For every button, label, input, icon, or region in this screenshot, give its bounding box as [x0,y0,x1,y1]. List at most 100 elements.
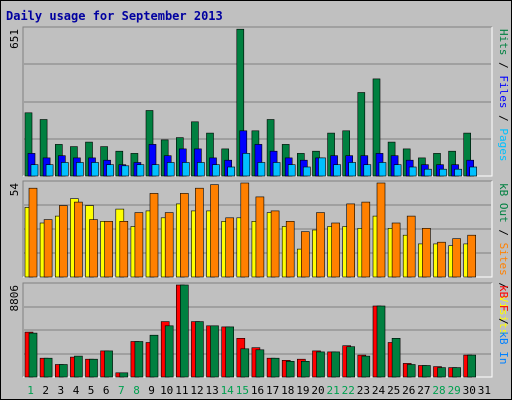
bar-kb-out [361,355,371,378]
bar-sites [255,196,265,278]
x-tick-label: 25 [387,384,400,397]
bar-kb-out [270,357,280,378]
bar-sites [391,222,401,278]
bar-pages [91,162,99,177]
bar-pages [45,164,54,177]
bar-pages [212,164,220,177]
bar-sites [89,219,98,278]
x-tick-label: 15 [236,384,249,397]
bar-sites [376,182,386,278]
x-tick-label: 2 [42,384,49,397]
x-tick-label: 23 [357,384,370,397]
bar-sites [240,182,250,278]
x-tick-label: 13 [205,384,218,397]
bar-kb-out [149,334,159,378]
bar-sites [134,212,144,278]
bar-sites [285,221,295,278]
panel-border-dark [22,26,492,176]
x-tick-label: 18 [281,384,294,397]
bar-kb-out [406,364,416,378]
bar-kb-out [164,325,174,378]
bar-pages [242,153,251,177]
chart-title: Daily usage for September 2013 [6,9,223,23]
bar-sites [195,187,204,278]
panel-legend: kB Out / Sites / Visits [497,183,510,335]
legend-separator: / [497,223,510,243]
panel-max-label: 54 [8,183,21,197]
bar-sites [437,241,446,278]
bar-pages [106,164,114,177]
legend-entry: kB Out [497,183,510,223]
legend-separator: / [497,312,510,332]
panel-border-dark [22,282,492,377]
bar-sites [467,234,477,278]
bar-pages [348,162,357,177]
bar-kb-out [467,354,477,378]
x-tick-label: 24 [372,384,386,397]
legend-entry: kB F [497,285,510,312]
bar-pages [136,164,145,177]
x-tick-label: 8 [133,384,140,397]
x-tick-label: 31 [478,384,491,397]
x-tick-label: 7 [118,384,125,397]
x-tick-label: 14 [221,384,235,397]
bar-pages [454,168,462,177]
bar-sites [361,201,371,278]
bar-kb-out [58,364,68,378]
bar-pages [469,166,478,177]
bar-kb-out [240,348,250,378]
bar-sites [331,222,340,278]
x-tick-label: 17 [266,384,279,397]
bar-pages [30,164,39,177]
x-tick-label: 16 [251,384,264,397]
bar-pages [363,164,372,177]
panel-max-label: 8806 [8,285,21,312]
bar-sites [58,205,68,278]
bar-kb-out [391,337,401,378]
x-tick-label: 22 [342,384,355,397]
x-tick-label: 6 [103,384,110,397]
legend-separator: / [497,276,510,296]
x-tick-label: 3 [57,384,64,397]
bar-kb-out [437,367,446,378]
bar-kb-out [104,350,113,378]
bar-pages [333,164,341,177]
bar-kb-out [28,332,38,378]
bar-pages [166,162,175,177]
bar-sites [270,210,280,278]
bar-sites [210,184,219,278]
bar-pages [287,164,296,177]
bar-pages [424,168,432,177]
bar-kb-out [89,358,98,378]
bar-sites [316,212,325,278]
bar-sites [225,217,234,278]
bar-sites [346,203,356,278]
legend-entry: Visits [497,296,510,336]
bar-sites [119,221,129,278]
bar-pages [197,162,205,177]
legend-entry: Sites [497,243,510,276]
bar-sites [164,212,174,278]
bar-kb-out [43,357,53,378]
bar-sites [43,219,53,278]
bar-pages [121,165,130,177]
panel-max-label: 651 [8,29,21,49]
bar-pages [60,162,69,177]
legend-separator: / [497,109,510,129]
x-tick-label: 11 [175,384,188,397]
x-tick-label: 12 [190,384,203,397]
bar-kb-out [285,360,295,378]
x-tick-label: 10 [160,384,173,397]
bar-sites [28,187,38,278]
bar-kb-out [255,349,265,378]
bar-pages [272,162,281,177]
bar-kb-out [422,365,431,378]
bar-pages [378,162,387,177]
x-tick-label: 5 [88,384,95,397]
bar-kb-out [225,326,234,378]
bar-kb-out [346,346,356,378]
legend-entry: Pages [497,128,510,161]
bar-kb-out [180,284,189,378]
bar-kb-out [452,367,461,378]
